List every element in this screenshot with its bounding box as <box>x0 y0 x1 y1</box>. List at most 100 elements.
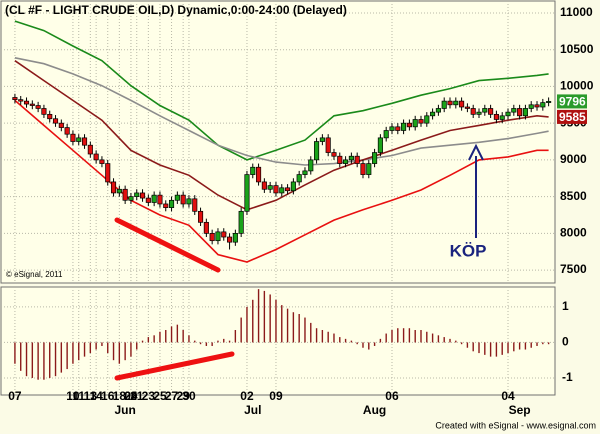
candle-body <box>377 137 383 153</box>
annotation-text: KÖP <box>450 241 487 260</box>
annotation-line <box>114 351 235 381</box>
candle-body <box>430 111 436 117</box>
month-label: Aug <box>363 403 386 417</box>
oscillator-panel <box>0 286 556 396</box>
candle-body <box>464 106 470 109</box>
candle-body <box>29 103 35 106</box>
candle-body <box>244 174 250 212</box>
candle-body <box>366 163 372 175</box>
candle-body <box>93 153 99 161</box>
y-tick-label: 9000 <box>560 152 587 166</box>
candle-body <box>435 108 441 113</box>
candle-body <box>41 108 47 115</box>
candle-body <box>203 221 209 234</box>
y-tick-label: 11000 <box>560 5 593 19</box>
candle-body <box>302 170 308 175</box>
candle-body <box>540 102 546 108</box>
candle-body <box>151 194 157 203</box>
candle-body <box>174 194 180 201</box>
candle-body <box>441 100 447 109</box>
candle-body <box>221 231 227 238</box>
candle-body <box>372 152 378 164</box>
candle-body <box>308 159 314 172</box>
candle-body <box>12 97 18 101</box>
candle-body <box>319 137 325 142</box>
candle-body <box>296 174 302 183</box>
price-label: 9796 <box>559 95 586 109</box>
candle-body <box>81 137 88 146</box>
candle-body <box>360 163 366 175</box>
candle-body <box>145 197 151 203</box>
candle-body <box>279 187 285 194</box>
x-tick-label: 21 <box>130 389 144 403</box>
candle-body <box>354 155 360 164</box>
x-tick-label: 20 <box>124 389 138 403</box>
candle-body <box>23 100 30 105</box>
x-tick-label: 29 <box>176 389 190 403</box>
candle-body <box>64 127 70 135</box>
price-panel <box>0 0 556 284</box>
candle-body <box>505 111 511 117</box>
y-tick-label: 1 <box>562 299 569 313</box>
candle-body <box>87 144 93 155</box>
candle-body <box>273 185 279 194</box>
x-tick-label: 14 <box>89 389 103 403</box>
x-tick-label: 25 <box>153 389 167 403</box>
y-tick-label: 0 <box>562 335 569 349</box>
candle-body <box>232 232 238 243</box>
y-tick-label: -1 <box>562 370 573 384</box>
candle-body <box>424 115 430 124</box>
x-tick-label: 02 <box>240 389 254 403</box>
candle-body <box>314 141 320 161</box>
candle-body <box>395 126 401 131</box>
x-tick-label: 13 <box>84 389 98 403</box>
price-label-box <box>557 109 587 124</box>
candle-body <box>406 122 412 128</box>
candle-body <box>209 232 215 242</box>
y-tick-label: 10000 <box>560 79 594 93</box>
indicator-line <box>14 57 549 166</box>
plot-layer <box>1 1 555 395</box>
candle-body <box>250 166 256 175</box>
x-tick-label: 07 <box>8 389 22 403</box>
candle-body <box>383 130 389 139</box>
x-tick-label: 06 <box>385 389 399 403</box>
candle-body <box>256 166 262 183</box>
candle-body <box>215 231 221 242</box>
candle-body <box>110 181 117 194</box>
x-tick-label: 04 <box>501 389 515 403</box>
candle-body <box>493 113 499 120</box>
x-tick-label: 09 <box>269 389 283 403</box>
x-tick-label: 11 <box>72 389 85 403</box>
candle-body <box>47 113 53 120</box>
candle-body <box>470 108 476 115</box>
candle-body <box>482 108 488 113</box>
candle-body <box>139 192 146 199</box>
candle-body <box>198 210 204 223</box>
candle-body <box>70 133 76 142</box>
candle-body <box>180 194 186 205</box>
candle-body <box>522 108 528 117</box>
y-tick-label: 8000 <box>560 226 587 240</box>
candle-body <box>76 137 82 142</box>
chart-title: (CL #F - LIGHT CRUDE OIL,D) Dynamic,0:00… <box>5 3 347 17</box>
indicator-line <box>14 20 549 161</box>
candle-body <box>517 108 523 117</box>
month-label: Jul <box>244 403 261 417</box>
price-label-box <box>557 94 587 109</box>
candle-body <box>459 100 465 108</box>
candle-body <box>18 99 24 102</box>
candle-body <box>418 119 424 124</box>
candle-body <box>290 181 296 192</box>
footer: Created with eSignal - www.esignal.com <box>435 420 596 430</box>
x-tick-label: 27 <box>165 389 179 403</box>
candle-body <box>412 119 418 128</box>
candle-body <box>325 137 331 153</box>
candle-body <box>331 152 337 157</box>
candle-body <box>546 101 552 103</box>
candle-body <box>453 100 459 106</box>
candle-body <box>52 118 59 124</box>
candle-body <box>401 122 407 131</box>
candle-body <box>511 108 517 113</box>
candle-body <box>447 100 453 106</box>
